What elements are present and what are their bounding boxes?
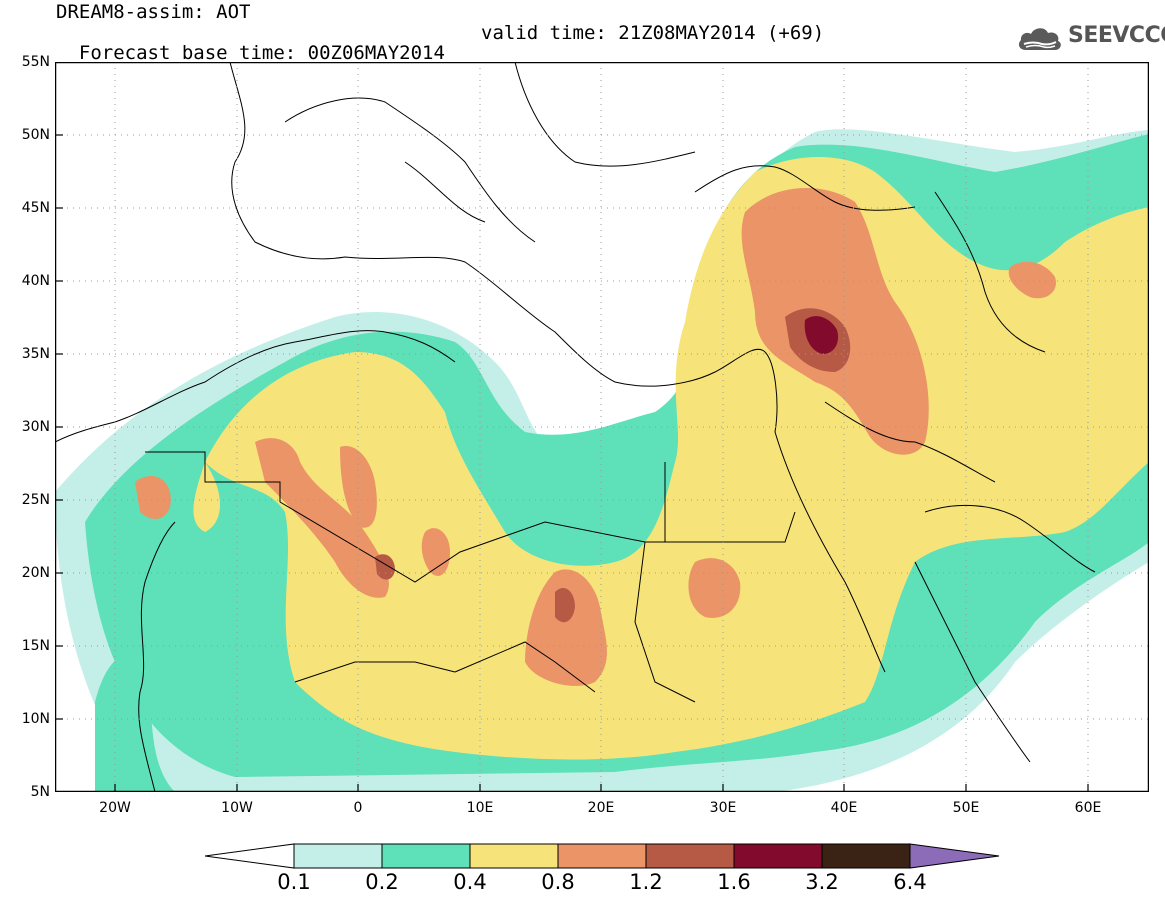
- lat-label: 5N: [30, 784, 50, 800]
- seevccc-logo: SEEVCCC: [1016, 20, 1165, 58]
- colorbar-segment: [381, 843, 471, 869]
- lat-label: 55N: [21, 54, 50, 70]
- lat-label: 30N: [21, 419, 50, 435]
- cloud-logo-icon: [1018, 28, 1061, 50]
- lat-label: 25N: [21, 492, 50, 508]
- map-title: DREAM8-assim: AOT: [56, 1, 251, 23]
- lon-label: 60E: [1074, 800, 1102, 816]
- lat-label: 50N: [21, 127, 50, 143]
- colorbar-label: 3.2: [805, 870, 839, 894]
- lon-label: 10E: [466, 800, 494, 816]
- colorbar-label: 6.4: [893, 870, 927, 894]
- lon-label: 30E: [709, 800, 737, 816]
- lat-label: 40N: [21, 273, 50, 289]
- lat-label: 45N: [21, 200, 50, 216]
- colorbar-label: 0.1: [277, 870, 311, 894]
- lon-label: 0: [353, 800, 363, 816]
- aot-band-0.4: [193, 157, 1149, 760]
- colorbar-label: 0.8: [541, 870, 575, 894]
- colorbar-label: 1.2: [629, 870, 663, 894]
- logo-text: SEEVCCC: [1068, 23, 1165, 48]
- colorbar-segment-gt-6.4: [909, 843, 1000, 869]
- lon-label: 40E: [830, 800, 858, 816]
- colorbar: [205, 843, 1000, 869]
- base-time: Forecast base time: 00Z06MAY2014: [78, 42, 445, 64]
- colorbar-segment-lt-0.1: [205, 843, 295, 869]
- colorbar-segment: [733, 843, 823, 869]
- lon-label: 20E: [587, 800, 615, 816]
- axis-ticks: [55, 62, 1089, 792]
- lat-label: 35N: [21, 346, 50, 362]
- aot-map: [55, 62, 1149, 792]
- colorbar-segment: [293, 843, 383, 869]
- colorbar-label: 0.2: [365, 870, 399, 894]
- lon-label: 10W: [221, 800, 253, 816]
- colorbar-segment: [469, 843, 559, 869]
- aot-band-1.6: [804, 316, 839, 354]
- forecast-times: Forecast base time: 00Z06MAY2014 valid t…: [56, 23, 824, 83]
- colorbar-label: 0.4: [453, 870, 487, 894]
- map-grid: [55, 62, 1149, 792]
- lat-label: 20N: [21, 565, 50, 581]
- colorbar-segment: [557, 843, 647, 869]
- colorbar-segment: [821, 843, 911, 869]
- lon-label: 50E: [952, 800, 980, 816]
- valid-time: valid time: 21Z08MAY2014 (+69): [481, 22, 825, 44]
- lat-label: 10N: [21, 711, 50, 727]
- lon-label: 20W: [99, 800, 131, 816]
- lat-label: 15N: [21, 638, 50, 654]
- colorbar-segment: [645, 843, 735, 869]
- colorbar-label: 1.6: [717, 870, 751, 894]
